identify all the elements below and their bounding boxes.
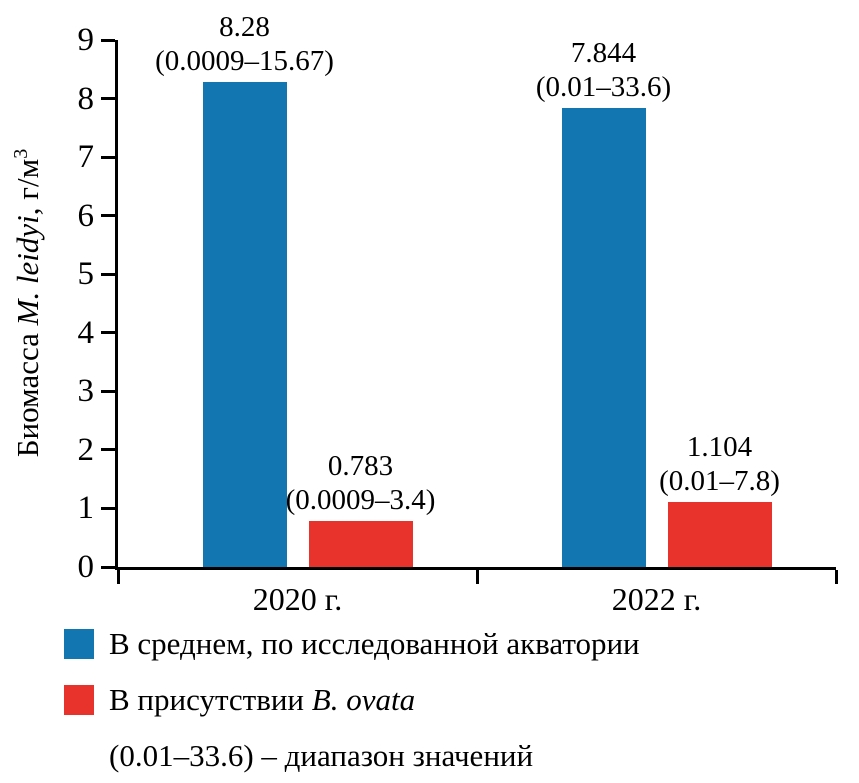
y-tick-label: 0 xyxy=(77,549,95,585)
y-tick xyxy=(101,565,115,569)
y-tick-label: 2 xyxy=(77,431,95,468)
y-tick-label: 5 xyxy=(77,256,95,293)
y-tick xyxy=(101,97,115,101)
bar-range-label: (0.0009–15.67) xyxy=(155,45,334,78)
x-tick xyxy=(116,570,120,584)
y-tick-labels: 0 1 2 3 4 5 6 7 8 9 xyxy=(0,22,95,585)
plot-area: 8.28 (0.0009–15.67) 0.783 (0.0009–3.4) 2020 … xyxy=(101,11,838,617)
y-tick xyxy=(101,448,115,452)
bar-annotation: 8.28 (0.0009–15.67) xyxy=(95,10,395,78)
y-tick-label: 8 xyxy=(77,80,95,117)
y-tick xyxy=(101,38,115,42)
bar-value-label: 1.104 xyxy=(686,431,753,464)
y-tick xyxy=(101,155,115,159)
bar-range-label: (0.01–33.6) xyxy=(535,70,672,103)
y-tick xyxy=(101,389,115,393)
legend-note-text: (0.01–33.6) – диапазон значений xyxy=(109,738,534,773)
y-tick xyxy=(101,331,115,335)
bar-series2-1 xyxy=(308,521,413,567)
legend-label-average: В среднем, по исследованной акватории xyxy=(109,626,640,661)
bar-value-label: 0.783 xyxy=(327,450,394,483)
bar-annotation: 0.783 (0.0009–3.4) xyxy=(211,449,511,517)
bar-value-label: 8.28 xyxy=(219,11,270,44)
y-tick xyxy=(101,272,115,276)
legend-label-ovata-prefix: В присутствии xyxy=(109,682,312,717)
bar-value-label: 7.844 xyxy=(570,36,637,69)
legend: В среднем, по исследованной акватории В … xyxy=(64,626,640,774)
bar-series1-2 xyxy=(561,107,646,567)
y-tick xyxy=(101,214,115,218)
legend-label-ovata: В присутствии B. ovata xyxy=(109,682,415,718)
legend-item-average: В среднем, по исследованной акватории xyxy=(64,626,640,662)
x-tick xyxy=(834,570,838,584)
legend-item-ovata: В присутствии B. ovata xyxy=(64,682,640,718)
x-category-label: 2020 г. xyxy=(252,581,343,617)
legend-swatch-red xyxy=(64,685,94,715)
bar-series2-2 xyxy=(667,502,772,567)
y-tick-label: 9 xyxy=(77,22,95,58)
y-tick-label: 4 xyxy=(77,314,95,351)
y-tick-label: 6 xyxy=(77,197,95,234)
legend-note: (0.01–33.6) – диапазон значений xyxy=(64,738,640,774)
bar-range-label: (0.01–7.8) xyxy=(659,465,780,498)
legend-label-ovata-species: B. ovata xyxy=(311,682,416,717)
bar-annotation: 1.104 (0.01–7.8) xyxy=(570,430,859,498)
x-category-label: 2022 г. xyxy=(611,581,702,617)
y-tick-label: 1 xyxy=(77,490,95,527)
y-tick xyxy=(101,506,115,510)
bar-series1-1 xyxy=(202,82,287,567)
bar-range-label: (0.0009–3.4) xyxy=(285,484,436,517)
y-tick-label: 3 xyxy=(77,373,95,410)
y-tick-label: 7 xyxy=(77,139,95,176)
x-tick xyxy=(475,570,479,584)
bar-annotation: 7.844 (0.01–33.6) xyxy=(454,36,754,104)
legend-swatch-blue xyxy=(64,629,94,659)
